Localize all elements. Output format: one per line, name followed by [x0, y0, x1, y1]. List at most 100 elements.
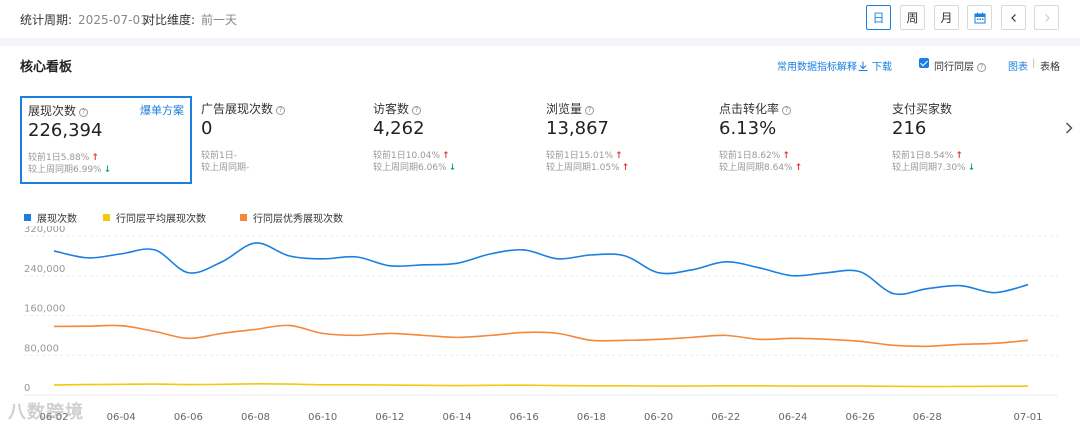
y-tick-label: 160,000	[24, 304, 65, 315]
prev-period-button[interactable]	[1001, 5, 1026, 30]
arrow-down-icon: ↓	[448, 163, 457, 173]
metric-value: 0	[201, 118, 213, 139]
core-dashboard-card: 核心看板 常用数据指标解释 下载 同行同层? 图表 | 表格 展现次数? 爆单方…	[0, 46, 1080, 440]
metric-name: 访客数	[373, 102, 410, 116]
download-button[interactable]: 下载	[858, 58, 892, 73]
next-metrics-button[interactable]	[1064, 120, 1074, 139]
metric-visitors[interactable]: 访客数? 4,262 较前1日10.04% ↑ 较上周同期6.06% ↓	[367, 96, 539, 184]
metric-impressions[interactable]: 展现次数? 爆单方案 226,394 较前1日5.88% ↑ 较上周同期6.99%…	[20, 96, 192, 184]
legend-swatch	[240, 214, 247, 221]
metric-compare-day: 较前1日8.54% ↑	[892, 151, 963, 161]
x-tick-label: 06-24	[778, 412, 807, 423]
help-icon[interactable]: ?	[79, 108, 89, 117]
metric-compare-day: 较前1日15.01% ↑	[546, 151, 623, 161]
arrow-up-icon: ↑	[794, 163, 803, 173]
x-tick-label: 06-26	[846, 412, 875, 423]
download-label: 下载	[872, 62, 892, 73]
metric-compare-week: 较上周同期6.99% ↓	[28, 165, 112, 175]
series-line-peer-excellent[interactable]	[53, 324, 1029, 348]
arrow-up-icon: ↑	[782, 151, 790, 161]
metric-name-wrap: 浏览量?	[546, 100, 595, 117]
metric-value: 13,867	[546, 118, 609, 139]
series-line-peer-average[interactable]	[53, 383, 1029, 388]
week-button[interactable]: 周	[900, 5, 925, 30]
series-line-impressions[interactable]	[53, 242, 1029, 296]
x-tick-label: 06-04	[107, 412, 136, 423]
metric-compare-day: 较前1日8.62% ↑	[719, 151, 790, 161]
x-tick-label: 06-14	[443, 412, 472, 423]
period-filter: 统计周期: 2025-07-01	[20, 11, 148, 28]
metric-compare-week: 较上周同期7.30% ↓	[892, 163, 976, 173]
calendar-icon	[974, 12, 985, 23]
view-separator: |	[1032, 58, 1036, 69]
arrow-up-icon: ↑	[955, 151, 963, 161]
metric-click-conversion[interactable]: 点击转化率? 6.13% 较前1日8.62% ↑ 较上周同期8.64% ↑	[713, 96, 885, 184]
x-tick-label: 06-12	[375, 412, 404, 423]
metric-name: 广告展现次数	[201, 102, 274, 116]
metric-name-wrap: 点击转化率?	[719, 100, 792, 117]
help-icon[interactable]: ?	[782, 106, 792, 115]
compare-value[interactable]: 前一天	[201, 13, 238, 27]
x-tick-label: 06-10	[308, 412, 337, 423]
metric-paying-buyers[interactable]: 支付买家数 216 较前1日8.54% ↑ 较上周同期7.30% ↓	[886, 96, 1058, 184]
help-icon[interactable]: ?	[585, 106, 595, 115]
legend-label: 行同层优秀展现次数	[253, 214, 343, 225]
legend-item-peer-excellent[interactable]: 行同层优秀展现次数	[240, 210, 343, 225]
metric-ad-impressions[interactable]: 广告展现次数? 0 较前1日- 较上周同期-	[195, 96, 367, 184]
metric-compare-day: 较前1日10.04% ↑	[373, 151, 450, 161]
chart-view-tab[interactable]: 图表	[1008, 62, 1028, 73]
next-period-button[interactable]	[1034, 5, 1059, 30]
metric-compare-week: 较上周同期8.64% ↑	[719, 163, 803, 173]
metric-name: 点击转化率	[719, 102, 780, 116]
boost-plan-link[interactable]: 爆单方案	[140, 104, 184, 117]
x-tick-label: 06-08	[241, 412, 270, 423]
metric-value: 216	[892, 118, 927, 139]
peer-checkbox[interactable]	[919, 58, 929, 68]
arrow-down-icon: ↓	[967, 163, 976, 173]
chevron-right-icon	[1044, 13, 1050, 22]
metric-page-views[interactable]: 浏览量? 13,867 较前1日15.01% ↑ 较上周同期1.05% ↑	[540, 96, 712, 184]
x-tick-label: 07-01	[1013, 412, 1042, 423]
table-view-tab[interactable]: 表格	[1040, 62, 1060, 73]
day-button[interactable]: 日	[866, 5, 891, 30]
arrow-up-icon: ↑	[621, 163, 630, 173]
legend-item-peer-average[interactable]: 行同层平均展现次数	[103, 210, 206, 225]
impressions-line-chart[interactable]: 0 80,000 160,000 240,000 320,000 06-02 06-04 06…	[0, 226, 1080, 440]
legend-swatch	[103, 214, 110, 221]
help-icon[interactable]: ?	[276, 106, 286, 115]
help-icon[interactable]: ?	[977, 63, 986, 72]
arrow-up-icon: ↑	[442, 151, 450, 161]
help-icon[interactable]: ?	[412, 106, 422, 115]
arrow-up-icon: ↑	[91, 153, 99, 163]
metric-compare-day: 较前1日5.88% ↑	[28, 153, 99, 163]
period-label: 统计周期:	[20, 13, 73, 27]
x-tick-label: 06-18	[577, 412, 606, 423]
y-tick-label: 80,000	[24, 343, 59, 354]
legend-label: 行同层平均展现次数	[116, 214, 206, 225]
peer-label: 同行同层	[934, 62, 974, 73]
glossary-link[interactable]: 常用数据指标解释	[777, 62, 857, 73]
calendar-button[interactable]	[967, 5, 992, 30]
metric-value: 226,394	[28, 120, 103, 141]
y-tick-label: 320,000	[24, 226, 65, 235]
watermark: 八数跨境	[8, 402, 84, 423]
metric-name-wrap: 访客数?	[373, 100, 422, 117]
period-value[interactable]: 2025-07-01	[78, 13, 148, 27]
metric-name: 展现次数	[28, 104, 77, 118]
x-tick-label: 06-06	[174, 412, 203, 423]
legend-swatch	[24, 214, 31, 221]
month-button[interactable]: 月	[934, 5, 959, 30]
compare-label: 对比维度:	[143, 13, 196, 27]
x-tick-label: 06-28	[913, 412, 942, 423]
metric-name: 浏览量	[546, 102, 583, 116]
metric-value: 4,262	[373, 118, 425, 139]
legend-item-impressions[interactable]: 展现次数	[24, 210, 77, 225]
metric-name-wrap: 广告展现次数?	[201, 100, 286, 117]
metric-name: 支付买家数	[892, 102, 953, 116]
metric-compare-week: 较上周同期6.06% ↓	[373, 163, 457, 173]
x-tick-label: 06-22	[711, 412, 740, 423]
metric-name-wrap: 展现次数?	[28, 102, 89, 119]
chevron-right-icon	[1065, 122, 1073, 134]
peer-label-wrap: 同行同层?	[934, 58, 986, 73]
x-tick-label: 06-02	[39, 412, 68, 423]
